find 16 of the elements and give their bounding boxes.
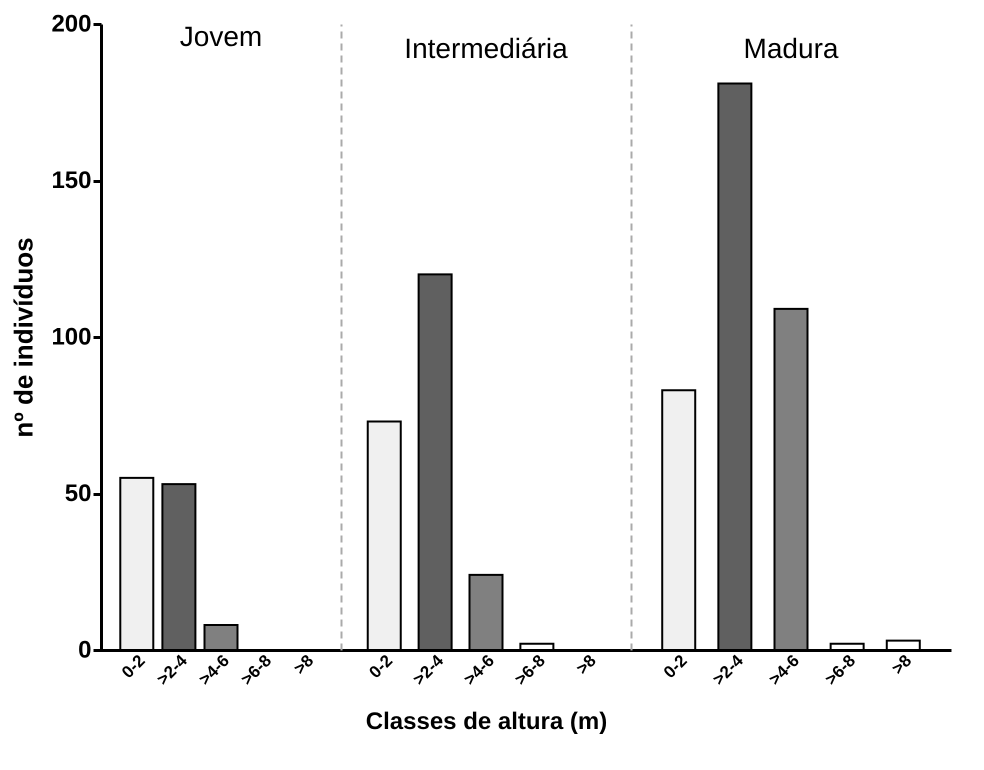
- x-tick-label: 0-2: [365, 651, 396, 682]
- chart-title: Madura: [744, 33, 839, 64]
- chart-title: Intermediária: [404, 33, 568, 64]
- x-tick-label: >8: [888, 651, 916, 678]
- y-tick-label: 100: [51, 324, 92, 350]
- y-tick-label: 0: [78, 636, 92, 664]
- y-tick-label: 50: [64, 480, 92, 507]
- y-tick-label: 150: [51, 167, 92, 194]
- x-tick-label: 0-2: [118, 651, 149, 682]
- y-axis-title: nº de indivíduos: [8, 237, 38, 438]
- x-tick-label: >8: [572, 651, 600, 678]
- x-axis-title: Classes de altura (m): [366, 708, 608, 736]
- x-tick-label: >8: [290, 651, 318, 678]
- chart-title: Jovem: [180, 21, 262, 52]
- y-tick-label: 200: [51, 10, 92, 38]
- x-tick-label: 0-2: [660, 651, 691, 682]
